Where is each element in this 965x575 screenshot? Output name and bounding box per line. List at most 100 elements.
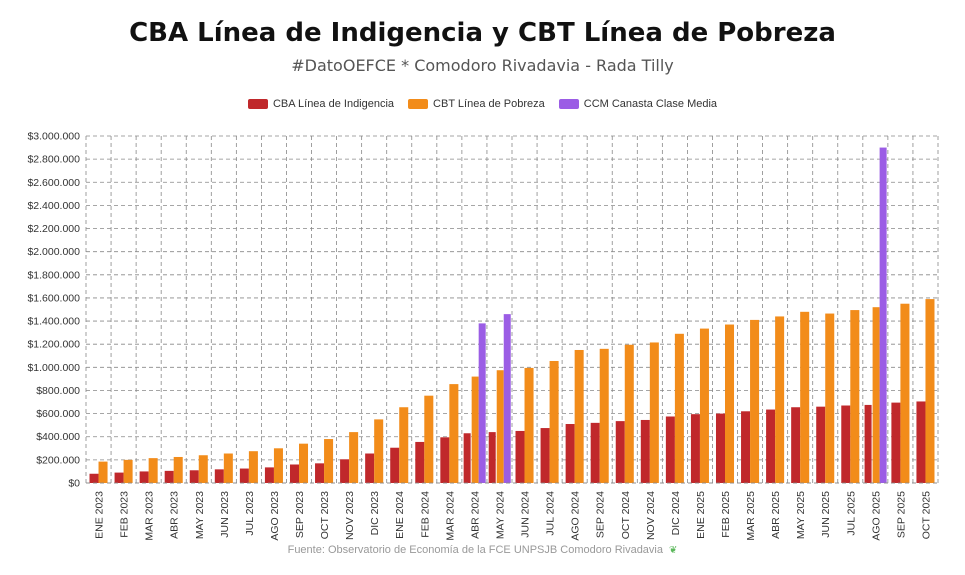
bar-cba bbox=[189, 470, 199, 483]
x-tick-label: ABR 2023 bbox=[169, 491, 181, 539]
bar-cbt bbox=[925, 299, 935, 483]
legend-swatch-cba bbox=[247, 99, 268, 109]
x-tick-label: AGO 2023 bbox=[269, 491, 281, 541]
x-tick-label: SEP 2024 bbox=[595, 491, 607, 538]
bar-cba bbox=[741, 411, 751, 483]
source-note: Fuente: Observatorio de Economía de la F… bbox=[0, 544, 965, 556]
bar-cbt bbox=[725, 324, 735, 483]
bar-cba bbox=[139, 471, 149, 483]
x-tick-label: MAR 2024 bbox=[444, 491, 456, 541]
bar-cbt bbox=[424, 395, 434, 483]
x-tick-label: OCT 2025 bbox=[920, 491, 932, 539]
x-tick-label: NOV 2024 bbox=[645, 491, 657, 540]
bar-cba bbox=[565, 424, 575, 483]
bar-cba bbox=[488, 432, 496, 483]
x-tick-label: SEP 2023 bbox=[294, 491, 306, 538]
x-tick-label: JUN 2024 bbox=[520, 491, 532, 538]
bar-cbt bbox=[374, 419, 384, 483]
bar-ccm bbox=[879, 147, 887, 484]
bar-cba bbox=[816, 406, 826, 483]
bar-cba bbox=[214, 469, 224, 483]
bar-cba bbox=[289, 464, 299, 483]
y-tick-label: $1.800.000 bbox=[27, 269, 80, 281]
bar-cbt bbox=[872, 307, 880, 483]
x-tick-label: JUL 2023 bbox=[244, 491, 256, 536]
x-tick-label: MAR 2023 bbox=[144, 491, 156, 541]
bar-cba bbox=[264, 467, 274, 483]
legend-label-cba: CBA Línea de Indigencia bbox=[272, 98, 395, 110]
bar-cbt bbox=[674, 333, 684, 483]
bar-cbt bbox=[825, 313, 835, 483]
bar-cbt bbox=[471, 376, 479, 483]
chart-subtitle: #DatoOEFCE * Comodoro Rivadavia - Rada T… bbox=[291, 56, 674, 75]
bar-cbt bbox=[173, 456, 183, 483]
bar-cbt bbox=[800, 311, 810, 483]
legend-swatch-ccm bbox=[558, 99, 579, 109]
legend-item-cba[interactable]: CBA Línea de Indigencia bbox=[247, 98, 395, 110]
bar-cbt bbox=[123, 459, 133, 483]
y-tick-label: $1.600.000 bbox=[27, 292, 80, 304]
bar-cba bbox=[916, 401, 926, 483]
y-tick-label: $0 bbox=[68, 478, 80, 490]
bar-cbt bbox=[900, 303, 910, 483]
y-tick-label: $200.000 bbox=[36, 454, 80, 466]
bar-cbt bbox=[324, 439, 334, 483]
source-text: Fuente: Observatorio de Economía de la F… bbox=[287, 544, 663, 556]
y-tick-label: $2.000.000 bbox=[27, 246, 80, 258]
y-tick-label: $2.400.000 bbox=[27, 200, 80, 212]
bar-cbt bbox=[496, 370, 504, 483]
x-tick-label: DIC 2024 bbox=[670, 491, 682, 536]
bar-cba bbox=[114, 472, 124, 483]
bar-cbt bbox=[198, 455, 208, 483]
bar-cba bbox=[515, 430, 525, 483]
bar-cbt bbox=[699, 328, 709, 483]
x-tick-label: JUL 2025 bbox=[845, 491, 857, 536]
y-tick-label: $600.000 bbox=[36, 408, 80, 420]
bar-cbt bbox=[273, 448, 283, 483]
y-tick-label: $1.200.000 bbox=[27, 339, 80, 351]
y-tick-label: $400.000 bbox=[36, 431, 80, 443]
bar-cba bbox=[590, 422, 600, 483]
bar-cba bbox=[340, 459, 350, 483]
bar-cba bbox=[540, 428, 550, 483]
bar-cba bbox=[89, 473, 99, 483]
x-tick-label: JUN 2025 bbox=[820, 491, 832, 538]
bar-cbt bbox=[98, 461, 108, 483]
legend-item-ccm[interactable]: CCM Canasta Clase Media bbox=[558, 98, 717, 110]
x-tick-label: JUN 2023 bbox=[219, 491, 231, 538]
bar-cba bbox=[440, 437, 450, 483]
legend: CBA Línea de Indigencia CBT Línea de Pob… bbox=[0, 98, 965, 110]
bar-cbt bbox=[850, 310, 860, 483]
bar-cba bbox=[365, 453, 375, 483]
x-tick-label: ABR 2025 bbox=[770, 491, 782, 539]
bar-cba bbox=[690, 414, 700, 483]
bar-cbt bbox=[399, 407, 409, 483]
x-tick-label: JUL 2024 bbox=[545, 491, 557, 536]
bar-cba bbox=[239, 468, 249, 483]
x-tick-label: NOV 2023 bbox=[344, 491, 356, 540]
bar-ccm bbox=[478, 323, 486, 483]
y-tick-label: $800.000 bbox=[36, 385, 80, 397]
x-tick-label: AGO 2025 bbox=[870, 491, 882, 541]
bar-cbt bbox=[148, 458, 158, 483]
legend-item-cbt[interactable]: CBT Línea de Pobreza bbox=[408, 98, 545, 110]
bar-cba bbox=[715, 413, 725, 483]
x-tick-label: OCT 2023 bbox=[319, 491, 331, 539]
bar-cbt bbox=[223, 453, 233, 483]
bar-cbt bbox=[775, 316, 785, 483]
y-tick-label: $3.000.000 bbox=[27, 131, 80, 143]
x-tick-label: FEB 2025 bbox=[720, 491, 732, 538]
bar-cbt bbox=[599, 348, 609, 483]
chart-title: CBA Línea de Indigencia y CBT Línea de P… bbox=[129, 18, 836, 48]
x-tick-label: MAY 2024 bbox=[494, 491, 506, 539]
bar-cba bbox=[891, 402, 901, 483]
legend-label-cbt: CBT Línea de Pobreza bbox=[433, 98, 545, 110]
x-tick-label: FEB 2023 bbox=[119, 491, 131, 538]
bar-cbt bbox=[449, 384, 459, 483]
bar-cbt bbox=[349, 432, 359, 483]
bar-cba bbox=[841, 405, 851, 483]
bar-cba bbox=[415, 441, 425, 483]
x-tick-label: MAR 2025 bbox=[745, 491, 757, 541]
x-tick-label: ENE 2025 bbox=[695, 491, 707, 539]
